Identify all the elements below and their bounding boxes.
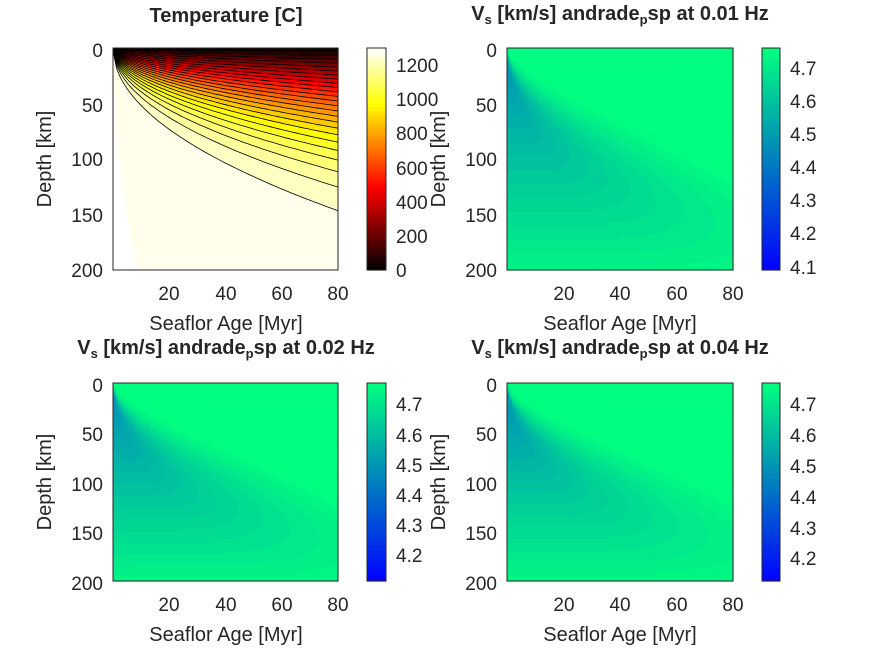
plot-title: Temperature [C] xyxy=(150,5,303,27)
heatmap-plot-area xyxy=(113,48,339,271)
